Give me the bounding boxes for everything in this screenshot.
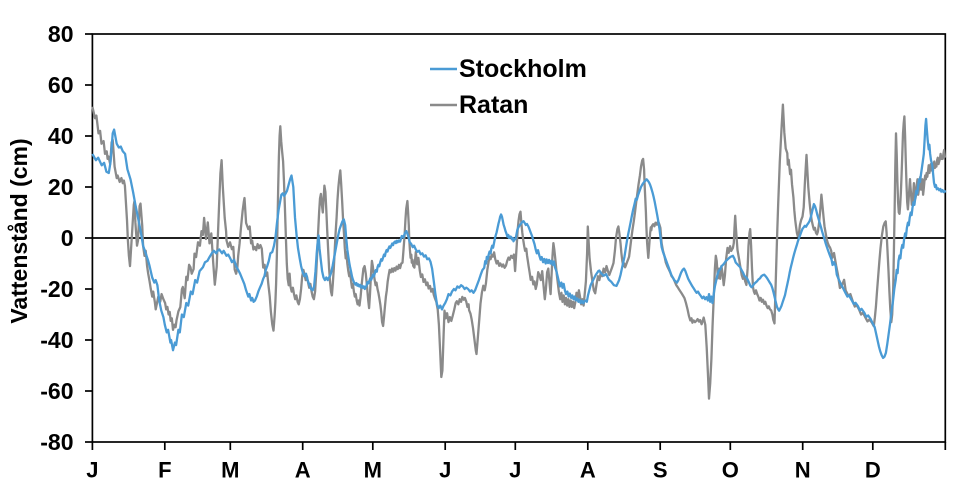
svg-text:-80: -80 <box>40 429 73 455</box>
svg-text:O: O <box>722 458 739 483</box>
svg-text:Stockholm: Stockholm <box>459 55 587 83</box>
svg-text:S: S <box>653 458 668 483</box>
svg-text:M: M <box>221 458 239 483</box>
svg-text:Ratan: Ratan <box>459 91 528 119</box>
svg-text:60: 60 <box>48 72 74 98</box>
svg-text:20: 20 <box>48 174 74 200</box>
svg-text:0: 0 <box>61 225 74 251</box>
svg-text:J: J <box>509 458 521 483</box>
svg-text:D: D <box>865 458 881 483</box>
svg-text:Vattenstånd (cm): Vattenstånd (cm) <box>6 138 32 323</box>
svg-text:N: N <box>795 458 811 483</box>
svg-text:F: F <box>158 458 171 483</box>
svg-text:J: J <box>439 458 451 483</box>
svg-text:A: A <box>295 458 311 483</box>
svg-text:-60: -60 <box>40 378 73 404</box>
svg-text:-20: -20 <box>40 276 73 302</box>
svg-text:40: 40 <box>48 123 74 149</box>
svg-text:M: M <box>364 458 382 483</box>
svg-text:A: A <box>580 458 596 483</box>
svg-text:80: 80 <box>48 21 74 47</box>
svg-text:J: J <box>86 458 98 483</box>
svg-text:-40: -40 <box>40 327 73 353</box>
